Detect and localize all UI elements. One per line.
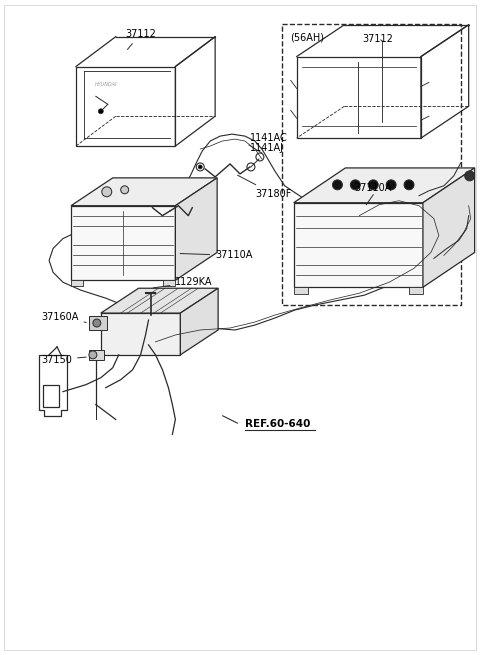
Text: 37180F: 37180F xyxy=(238,175,291,198)
Text: (56AH): (56AH) xyxy=(290,33,324,43)
Bar xyxy=(409,288,423,294)
Circle shape xyxy=(93,319,101,327)
Text: 37110A: 37110A xyxy=(180,250,252,261)
Circle shape xyxy=(89,351,97,359)
Text: 37160A: 37160A xyxy=(41,312,86,322)
Circle shape xyxy=(350,180,360,190)
Text: 37150: 37150 xyxy=(41,355,86,365)
Text: 37110A: 37110A xyxy=(355,183,392,193)
Text: 1129KA: 1129KA xyxy=(153,277,213,288)
Circle shape xyxy=(386,180,396,190)
Polygon shape xyxy=(71,206,175,280)
Polygon shape xyxy=(175,178,217,280)
Polygon shape xyxy=(294,203,423,288)
Circle shape xyxy=(333,180,342,190)
Text: 1141AC: 1141AC xyxy=(250,133,288,143)
Text: HYUNDAI: HYUNDAI xyxy=(95,82,117,87)
Bar xyxy=(282,24,461,305)
Circle shape xyxy=(102,187,112,196)
Polygon shape xyxy=(180,288,218,355)
Text: REF.60-640: REF.60-640 xyxy=(245,419,311,430)
Polygon shape xyxy=(294,168,475,203)
Polygon shape xyxy=(71,178,217,206)
Circle shape xyxy=(120,186,129,194)
Bar xyxy=(164,280,175,286)
Circle shape xyxy=(465,171,475,181)
Polygon shape xyxy=(101,313,180,355)
Circle shape xyxy=(198,165,202,169)
Polygon shape xyxy=(89,316,107,330)
Bar xyxy=(43,384,59,407)
Circle shape xyxy=(368,180,378,190)
Text: 37112: 37112 xyxy=(125,29,156,50)
Polygon shape xyxy=(423,168,475,288)
Polygon shape xyxy=(101,288,218,313)
Bar xyxy=(71,280,83,286)
Bar xyxy=(294,288,308,294)
Text: 37112: 37112 xyxy=(363,33,394,44)
Circle shape xyxy=(98,109,103,114)
Text: 1141AJ: 1141AJ xyxy=(250,143,284,153)
Circle shape xyxy=(404,180,414,190)
Polygon shape xyxy=(89,350,104,360)
